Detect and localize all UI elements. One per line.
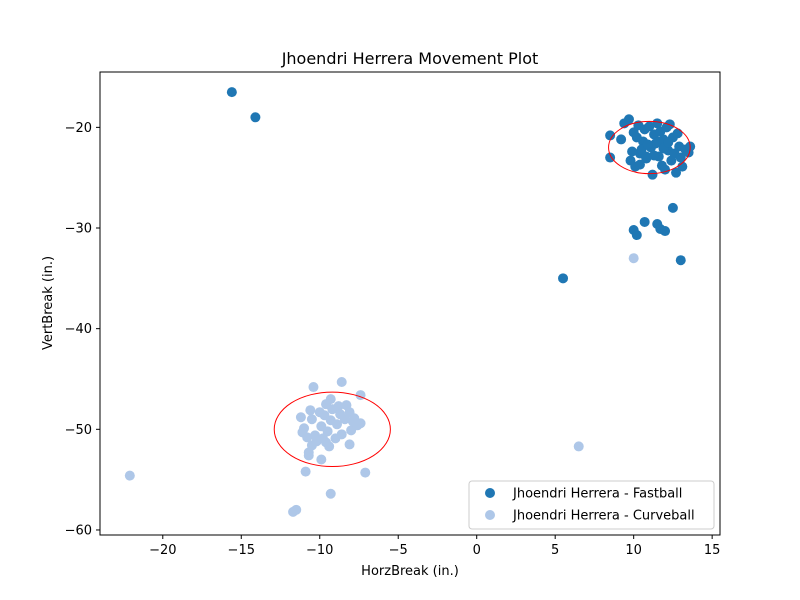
legend-marker-curveball bbox=[485, 510, 495, 520]
x-axis-ticks: −20 −15 −10 −5 0 5 10 15 bbox=[149, 535, 720, 558]
data-point bbox=[124, 470, 135, 481]
data-point bbox=[336, 429, 347, 440]
data-point bbox=[291, 504, 302, 515]
data-point bbox=[647, 169, 658, 180]
data-point bbox=[675, 255, 686, 266]
y-axis-label: VertBreak (in.) bbox=[41, 256, 56, 350]
data-point bbox=[671, 167, 682, 178]
points-layer bbox=[124, 87, 696, 517]
data-point bbox=[250, 112, 261, 123]
data-point bbox=[652, 118, 663, 129]
data-point bbox=[623, 114, 634, 125]
data-point bbox=[226, 87, 237, 98]
data-point bbox=[628, 253, 639, 264]
x-tick-label: −20 bbox=[149, 543, 176, 558]
data-point bbox=[605, 130, 616, 141]
axes-frame bbox=[99, 71, 721, 536]
data-point bbox=[660, 164, 671, 175]
data-point bbox=[573, 441, 584, 452]
data-point bbox=[644, 121, 655, 132]
y-axis-ticks: −60 −50 −40 −30 −20 bbox=[65, 121, 100, 538]
x-tick-label: −10 bbox=[306, 543, 333, 558]
x-tick-label: 5 bbox=[551, 543, 559, 558]
legend-marker-fastball bbox=[485, 488, 495, 498]
ellipse-layer bbox=[273, 120, 691, 468]
cluster-ellipse bbox=[273, 391, 391, 468]
data-point bbox=[634, 159, 645, 170]
data-point bbox=[349, 413, 360, 424]
legend: Jhoendri Herrera - Fastball Jhoendri Her… bbox=[468, 480, 715, 530]
data-point bbox=[314, 407, 325, 418]
plot-area bbox=[124, 87, 696, 517]
x-tick-label: 10 bbox=[625, 543, 642, 558]
data-point bbox=[325, 488, 336, 499]
data-point bbox=[605, 152, 616, 163]
data-point bbox=[672, 128, 683, 139]
x-tick-label: 0 bbox=[473, 543, 481, 558]
x-axis-label: HorzBreak (in.) bbox=[361, 564, 459, 579]
x-tick-label: −15 bbox=[228, 543, 255, 558]
data-point bbox=[675, 152, 686, 163]
series-1 bbox=[124, 253, 639, 517]
data-point bbox=[660, 226, 671, 237]
data-point bbox=[322, 426, 333, 437]
data-point bbox=[344, 439, 355, 450]
data-point bbox=[360, 467, 371, 478]
data-point bbox=[333, 401, 344, 412]
data-point bbox=[631, 230, 642, 241]
data-point bbox=[316, 454, 327, 465]
data-point bbox=[667, 202, 678, 213]
y-tick-label: −60 bbox=[65, 523, 92, 538]
data-point bbox=[663, 137, 674, 148]
data-point bbox=[649, 150, 660, 161]
data-point bbox=[308, 382, 319, 393]
data-point bbox=[653, 136, 664, 147]
data-point bbox=[558, 273, 569, 284]
y-tick-label: −50 bbox=[65, 423, 92, 438]
y-tick-label: −20 bbox=[65, 121, 92, 136]
x-tick-label: 15 bbox=[704, 543, 721, 558]
y-tick-label: −30 bbox=[65, 222, 92, 237]
data-point bbox=[631, 132, 642, 143]
series-0 bbox=[226, 87, 696, 284]
data-point bbox=[302, 432, 313, 443]
legend-box bbox=[468, 480, 715, 530]
data-point bbox=[300, 466, 311, 477]
chart-title: Jhoendri Herrera Movement Plot bbox=[281, 49, 539, 68]
data-point bbox=[336, 377, 347, 388]
data-point bbox=[677, 161, 688, 172]
legend-label-curveball: Jhoendri Herrera - Curveball bbox=[512, 509, 695, 524]
y-tick-label: −40 bbox=[65, 322, 92, 337]
data-point bbox=[627, 146, 638, 157]
data-point bbox=[332, 419, 343, 430]
data-point bbox=[639, 216, 650, 227]
legend-label-fastball: Jhoendri Herrera - Fastball bbox=[512, 487, 682, 502]
cluster-ellipse bbox=[608, 120, 691, 175]
x-tick-label: −5 bbox=[389, 543, 408, 558]
data-point bbox=[335, 409, 346, 420]
data-point bbox=[305, 405, 316, 416]
data-point bbox=[642, 139, 653, 150]
data-point bbox=[295, 412, 306, 423]
data-point bbox=[306, 440, 317, 451]
data-point bbox=[641, 151, 652, 162]
data-point bbox=[616, 134, 627, 145]
data-point bbox=[306, 414, 317, 425]
data-point bbox=[317, 433, 328, 444]
